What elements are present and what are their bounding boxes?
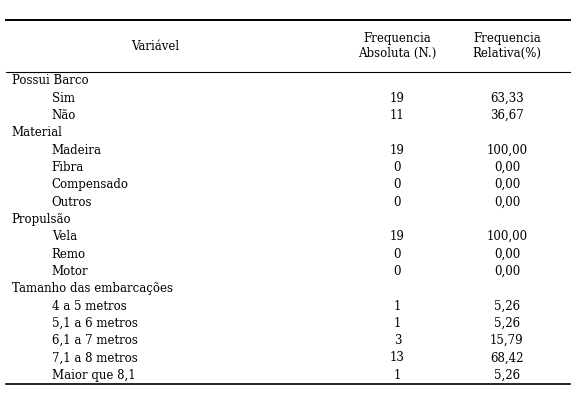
Text: 63,33: 63,33 — [490, 92, 524, 104]
Text: 0: 0 — [393, 265, 401, 278]
Text: 7,1 a 8 metros: 7,1 a 8 metros — [52, 352, 138, 364]
Text: Remo: Remo — [52, 248, 86, 260]
Text: Frequencia
Relativa(%): Frequencia Relativa(%) — [472, 32, 541, 60]
Text: 1: 1 — [394, 369, 401, 382]
Text: Possui Barco: Possui Barco — [12, 74, 88, 87]
Text: Maior que 8,1: Maior que 8,1 — [52, 369, 135, 382]
Text: 5,26: 5,26 — [494, 369, 520, 382]
Text: 1: 1 — [394, 317, 401, 330]
Text: 36,67: 36,67 — [490, 109, 524, 122]
Text: Frequencia
Absoluta (N.): Frequencia Absoluta (N.) — [358, 32, 437, 60]
Text: 5,26: 5,26 — [494, 317, 520, 330]
Text: 0,00: 0,00 — [494, 248, 520, 260]
Text: Material: Material — [12, 126, 62, 139]
Text: 0,00: 0,00 — [494, 265, 520, 278]
Text: 0: 0 — [393, 161, 401, 174]
Text: Compensado: Compensado — [52, 178, 129, 191]
Text: 19: 19 — [390, 144, 405, 156]
Text: 0: 0 — [393, 248, 401, 260]
Text: 0,00: 0,00 — [494, 178, 520, 191]
Text: Madeira: Madeira — [52, 144, 102, 156]
Text: Sim: Sim — [52, 92, 75, 104]
Text: 68,42: 68,42 — [490, 352, 524, 364]
Text: 100,00: 100,00 — [486, 144, 528, 156]
Text: Fibra: Fibra — [52, 161, 84, 174]
Text: Variável: Variável — [131, 40, 180, 52]
Text: Vela: Vela — [52, 230, 77, 243]
Text: Outros: Outros — [52, 196, 92, 208]
Text: 1: 1 — [394, 300, 401, 312]
Text: Não: Não — [52, 109, 76, 122]
Text: 5,26: 5,26 — [494, 300, 520, 312]
Text: 6,1 a 7 metros: 6,1 a 7 metros — [52, 334, 138, 347]
Text: 4 a 5 metros: 4 a 5 metros — [52, 300, 127, 312]
Text: 0,00: 0,00 — [494, 161, 520, 174]
Text: 0: 0 — [393, 178, 401, 191]
Text: 15,79: 15,79 — [490, 334, 524, 347]
Text: 5,1 a 6 metros: 5,1 a 6 metros — [52, 317, 138, 330]
Text: 11: 11 — [390, 109, 405, 122]
Text: 3: 3 — [393, 334, 401, 347]
Text: 0: 0 — [393, 196, 401, 208]
Text: 19: 19 — [390, 92, 405, 104]
Text: 19: 19 — [390, 230, 405, 243]
Text: 13: 13 — [390, 352, 405, 364]
Text: 0,00: 0,00 — [494, 196, 520, 208]
Text: Motor: Motor — [52, 265, 89, 278]
Text: Propulsão: Propulsão — [12, 213, 71, 226]
Text: Tamanho das embarcações: Tamanho das embarcações — [12, 282, 173, 295]
Text: 100,00: 100,00 — [486, 230, 528, 243]
